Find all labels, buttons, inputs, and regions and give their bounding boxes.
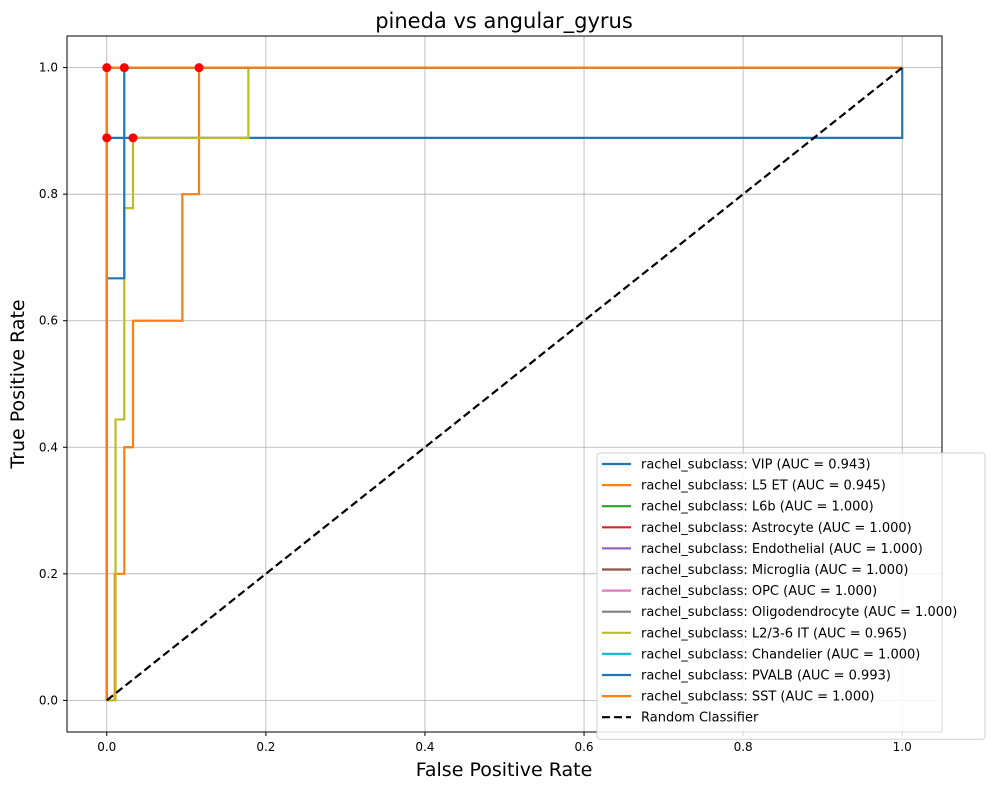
- series-line-12: [106, 66, 903, 702]
- legend-label: rachel_subclass: L2/3-6 IT (AUC = 0.965): [641, 626, 907, 641]
- y-tick-label: 0.6: [39, 314, 58, 328]
- x-axis-ticks: 0.0 0.2 0.4 0.6 0.8 1.0: [97, 732, 912, 754]
- legend: rachel_subclass: VIP (AUC = 0.943) rachel…: [596, 452, 986, 740]
- optimal-threshold-marker: [194, 63, 204, 73]
- y-tick-label: 0.0: [39, 693, 58, 707]
- optimal-threshold-marker: [102, 133, 112, 143]
- legend-label: rachel_subclass: Microglia (AUC = 1.000): [641, 563, 908, 578]
- x-tick-label: 0.0: [97, 740, 116, 754]
- plot-frame: [66, 35, 943, 733]
- y-tick-label: 0.8: [39, 187, 58, 201]
- y-tick-label: 0.2: [39, 567, 58, 581]
- legend-label: rachel_subclass: VIP (AUC = 0.943): [641, 458, 871, 473]
- legend-label: Random Classifier: [641, 711, 759, 726]
- legend-label: rachel_subclass: PVALB (AUC = 0.993): [641, 669, 891, 684]
- legend-label: rachel_subclass: L5 ET (AUC = 0.945): [641, 479, 886, 494]
- y-tick-label: 1.0: [39, 61, 58, 75]
- x-axis-label: False Positive Rate: [416, 759, 593, 781]
- plot-markers: [102, 63, 204, 143]
- optimal-threshold-marker: [102, 63, 112, 73]
- chart-title: pineda vs angular_gyrus: [375, 9, 633, 34]
- x-tick-label: 0.2: [256, 740, 275, 754]
- optimal-threshold-marker: [119, 63, 129, 73]
- y-axis-ticks: 0.0 0.2 0.4 0.6 0.8 1.0: [39, 61, 67, 707]
- legend-box: [596, 452, 986, 740]
- x-tick-label: 0.4: [415, 740, 434, 754]
- grid: [67, 36, 942, 732]
- y-tick-label: 0.4: [39, 440, 58, 454]
- optimal-threshold-marker: [128, 133, 138, 143]
- legend-label: rachel_subclass: Oligodendrocyte (AUC = …: [641, 605, 957, 620]
- legend-label: rachel_subclass: Endothelial (AUC = 1.00…: [641, 542, 923, 557]
- y-axis-label: True Positive Rate: [7, 299, 29, 469]
- x-tick-label: 0.6: [574, 740, 593, 754]
- legend-label: rachel_subclass: SST (AUC = 1.000): [641, 690, 874, 705]
- legend-label: rachel_subclass: OPC (AUC = 1.000): [641, 584, 877, 599]
- legend-label: rachel_subclass: Chandelier (AUC = 1.000…: [641, 647, 920, 662]
- x-tick-label: 0.8: [734, 740, 753, 754]
- legend-label: rachel_subclass: Astrocyte (AUC = 1.000): [641, 521, 912, 536]
- series-line-8: [106, 66, 903, 702]
- x-tick-label: 1.0: [893, 740, 912, 754]
- legend-label: rachel_subclass: L6b (AUC = 1.000): [641, 500, 874, 515]
